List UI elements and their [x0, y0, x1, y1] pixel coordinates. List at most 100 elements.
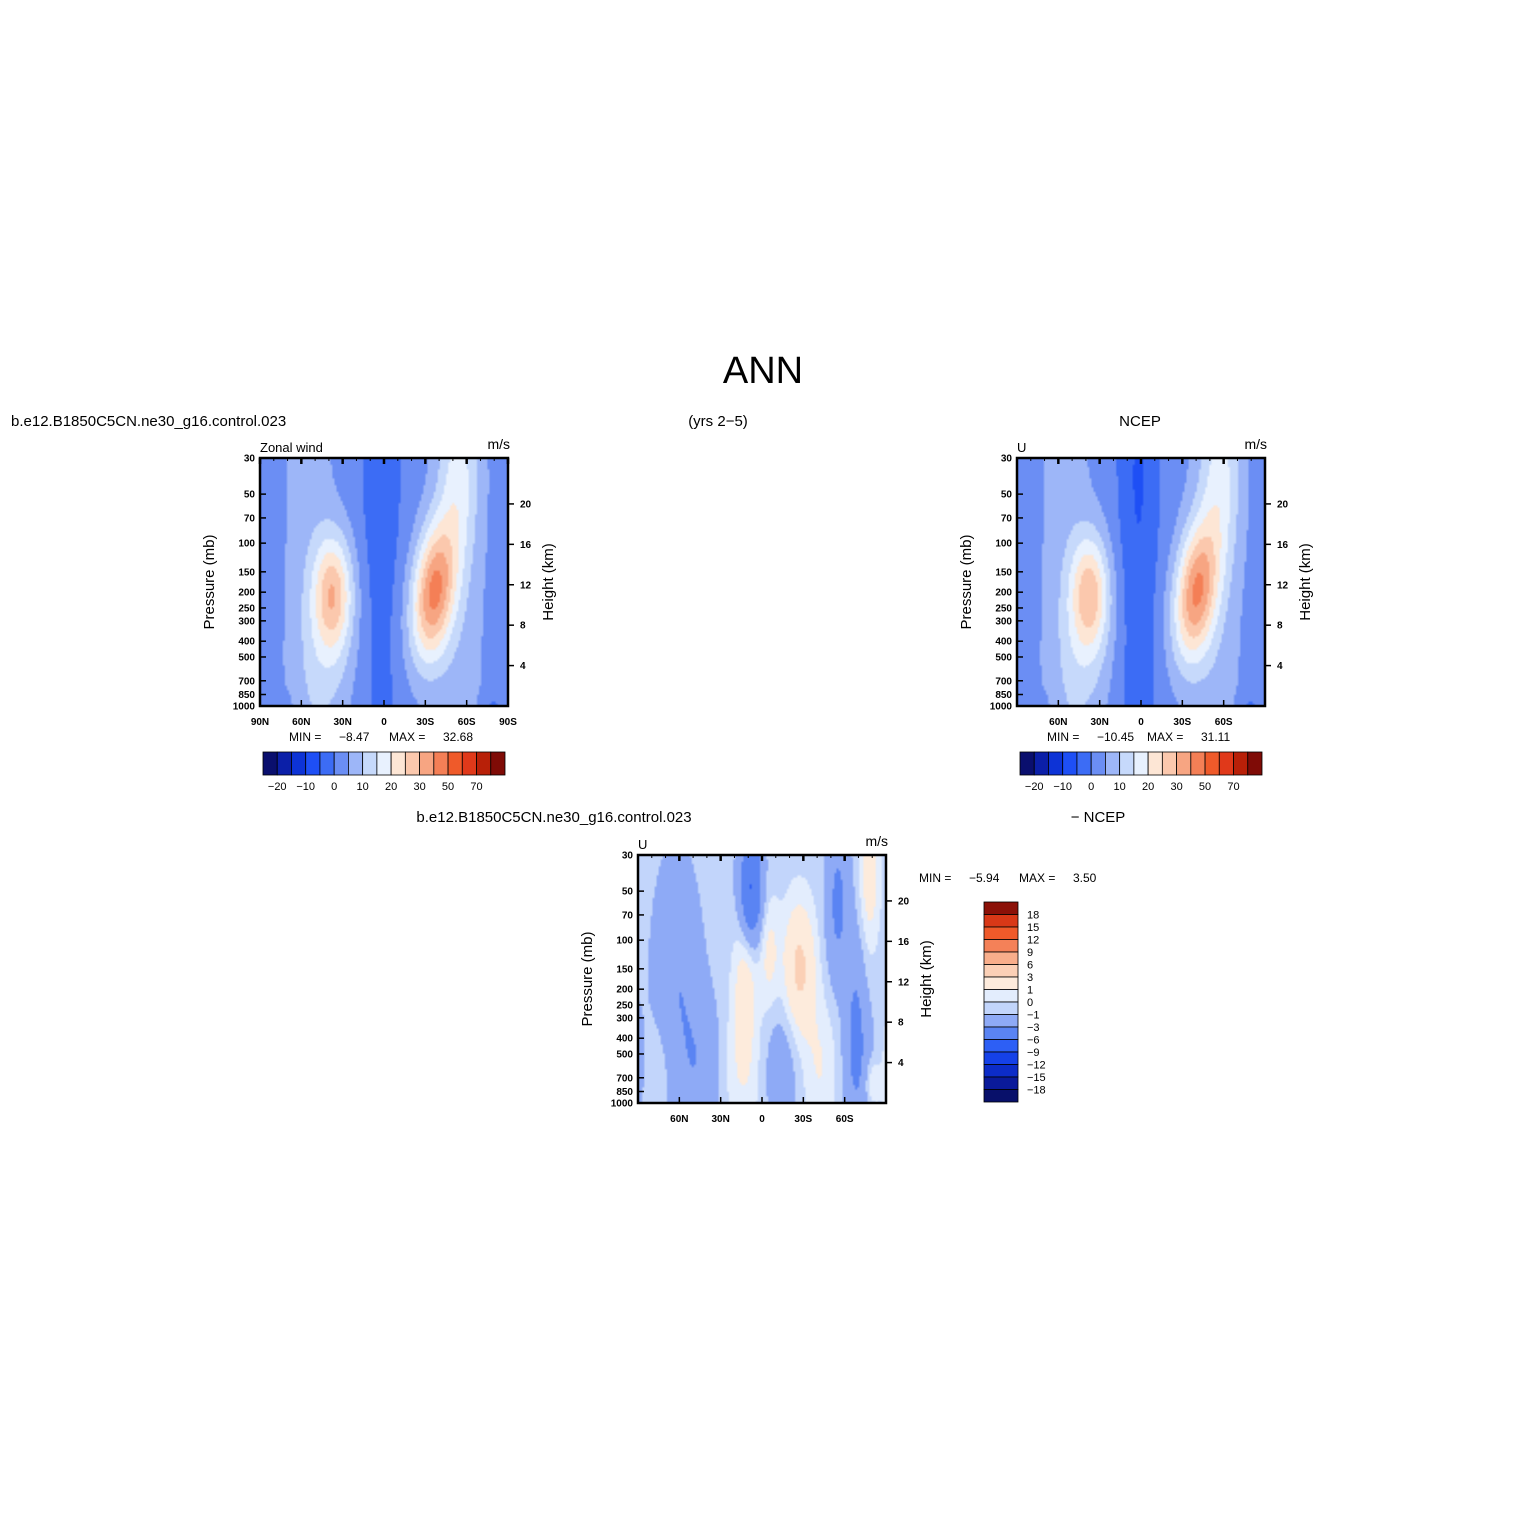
y-tick-label: 250: [616, 1000, 633, 1011]
colorbar-swatch: [1048, 751, 1064, 776]
subtitle-left: U: [1017, 440, 1026, 455]
colorbar-swatch: [433, 751, 449, 776]
x-tick-label: 30N: [333, 717, 351, 728]
panels: 3050701001502002503004005007008501000481…: [201, 436, 1314, 1125]
x-tick-label: 60N: [670, 1114, 688, 1125]
height-tick-label: 16: [520, 540, 532, 551]
colorbar-swatch: [1090, 751, 1106, 776]
panel-model: 3050701001502002503004005007008501000481…: [201, 436, 557, 728]
colorbar-swatch: [319, 751, 335, 776]
colorbar-label: −6: [1027, 1035, 1040, 1047]
y-axis-label: Pressure (mb): [201, 534, 218, 629]
x-tick-label: 90N: [251, 717, 269, 728]
colorbar-swatch: [983, 1014, 1019, 1028]
max-label: MAX =: [389, 730, 425, 744]
height-tick-label: 16: [898, 937, 910, 948]
y-tick-label: 300: [238, 616, 255, 627]
y-axis-label-right: Height (km): [540, 543, 557, 621]
diff-obs-label: − NCEP: [1071, 809, 1126, 826]
panel-obs: 3050701001502002503004005007008501000481…: [958, 436, 1314, 728]
colorbar-label: 20: [385, 781, 397, 793]
min-value: −8.47: [339, 730, 370, 744]
x-tick-label: 60S: [836, 1114, 854, 1125]
colorbar-label: 30: [1170, 781, 1182, 793]
colorbar-swatch: [1119, 751, 1135, 776]
units-label: m/s: [1244, 436, 1267, 452]
y-tick-label: 700: [995, 676, 1012, 687]
colorbar-swatch: [262, 751, 278, 776]
y-tick-label: 70: [244, 513, 256, 524]
field-image-diff: [638, 855, 886, 1103]
colorbar-swatch: [983, 939, 1019, 953]
colorbar-swatch: [983, 964, 1019, 978]
colorbar-swatch: [983, 1051, 1019, 1065]
colorbar-swatch: [1204, 751, 1220, 776]
colorbar-swatch: [983, 1076, 1019, 1090]
colorbar-swatch: [983, 1001, 1019, 1015]
colorbar-swatch: [476, 751, 492, 776]
colorbar-swatch: [983, 976, 1019, 990]
colorbar-label: 10: [357, 781, 369, 793]
y-tick-label: 500: [238, 652, 255, 663]
colorbar-swatch: [390, 751, 406, 776]
y-tick-label: 30: [244, 454, 256, 465]
colorbar-label: −20: [268, 781, 287, 793]
height-tick-label: 8: [1277, 621, 1283, 632]
diff-case-name: b.e12.B1850C5CN.ne30_g16.control.023: [416, 809, 691, 826]
y-tick-label: 400: [616, 1034, 633, 1045]
colorbar-swatch: [983, 926, 1019, 940]
colorbar-swatch: [419, 751, 435, 776]
max-value: 31.11: [1201, 730, 1230, 744]
y-axis-label: Pressure (mb): [958, 534, 975, 629]
y-tick-label: 300: [616, 1013, 633, 1024]
colorbar-swatch: [1105, 751, 1121, 776]
height-tick-label: 4: [1277, 661, 1283, 672]
colorbar-swatch: [1233, 751, 1249, 776]
colorbar-label: 0: [331, 781, 337, 793]
min-label: MIN =: [289, 730, 321, 744]
colorbar-swatch: [447, 751, 463, 776]
x-tick-label: 60S: [458, 717, 476, 728]
y-tick-label: 850: [238, 690, 255, 701]
height-tick-label: 20: [1277, 499, 1289, 510]
colorbar-label: −15: [1027, 1072, 1046, 1084]
x-tick-label: 60S: [1215, 717, 1233, 728]
colorbar-label: 10: [1114, 781, 1126, 793]
y-axis-label-right: Height (km): [918, 940, 935, 1018]
colorbar-swatch: [983, 1064, 1019, 1078]
colorbar-label: 1: [1027, 985, 1033, 997]
y-tick-label: 250: [238, 603, 255, 614]
x-tick-label: 60N: [1049, 717, 1067, 728]
y-tick-label: 200: [238, 588, 255, 599]
main-title: ANN: [723, 350, 803, 392]
colorbar-swatch: [1176, 751, 1192, 776]
colorbar-label: 6: [1027, 960, 1033, 972]
minmax-diff: MIN = −5.94 MAX = 3.50: [919, 871, 1097, 885]
colorbar-label: 70: [1227, 781, 1239, 793]
colorbar-swatch: [376, 751, 392, 776]
years-label: (yrs 2−5): [688, 413, 748, 430]
colorbar-swatch: [983, 1039, 1019, 1053]
units-label: m/s: [865, 833, 888, 849]
y-tick-label: 100: [616, 936, 633, 947]
y-tick-label: 50: [244, 490, 256, 501]
colorbar-model: −20 −10 0 10 20 30 50 70: [262, 751, 506, 793]
colorbar-label: 12: [1027, 935, 1039, 947]
colorbar-swatch: [983, 914, 1019, 928]
y-tick-label: 70: [622, 910, 634, 921]
min-value: −10.45: [1097, 730, 1134, 744]
minmax-obs: MIN = −10.45 MAX = 31.11: [1047, 730, 1230, 744]
y-tick-label: 100: [995, 539, 1012, 550]
colorbar-label: −18: [1027, 1085, 1046, 1097]
height-tick-label: 4: [898, 1058, 904, 1069]
max-value: 32.68: [443, 730, 473, 744]
y-tick-label: 1000: [233, 702, 256, 713]
colorbar-label: −20: [1025, 781, 1044, 793]
height-tick-label: 8: [898, 1018, 904, 1029]
colorbar-swatch: [983, 1026, 1019, 1040]
height-tick-label: 4: [520, 661, 526, 672]
colorbar-label: 50: [442, 781, 454, 793]
max-label: MAX =: [1019, 871, 1055, 885]
y-tick-label: 1000: [611, 1099, 634, 1110]
colorbar-swatch: [490, 751, 506, 776]
